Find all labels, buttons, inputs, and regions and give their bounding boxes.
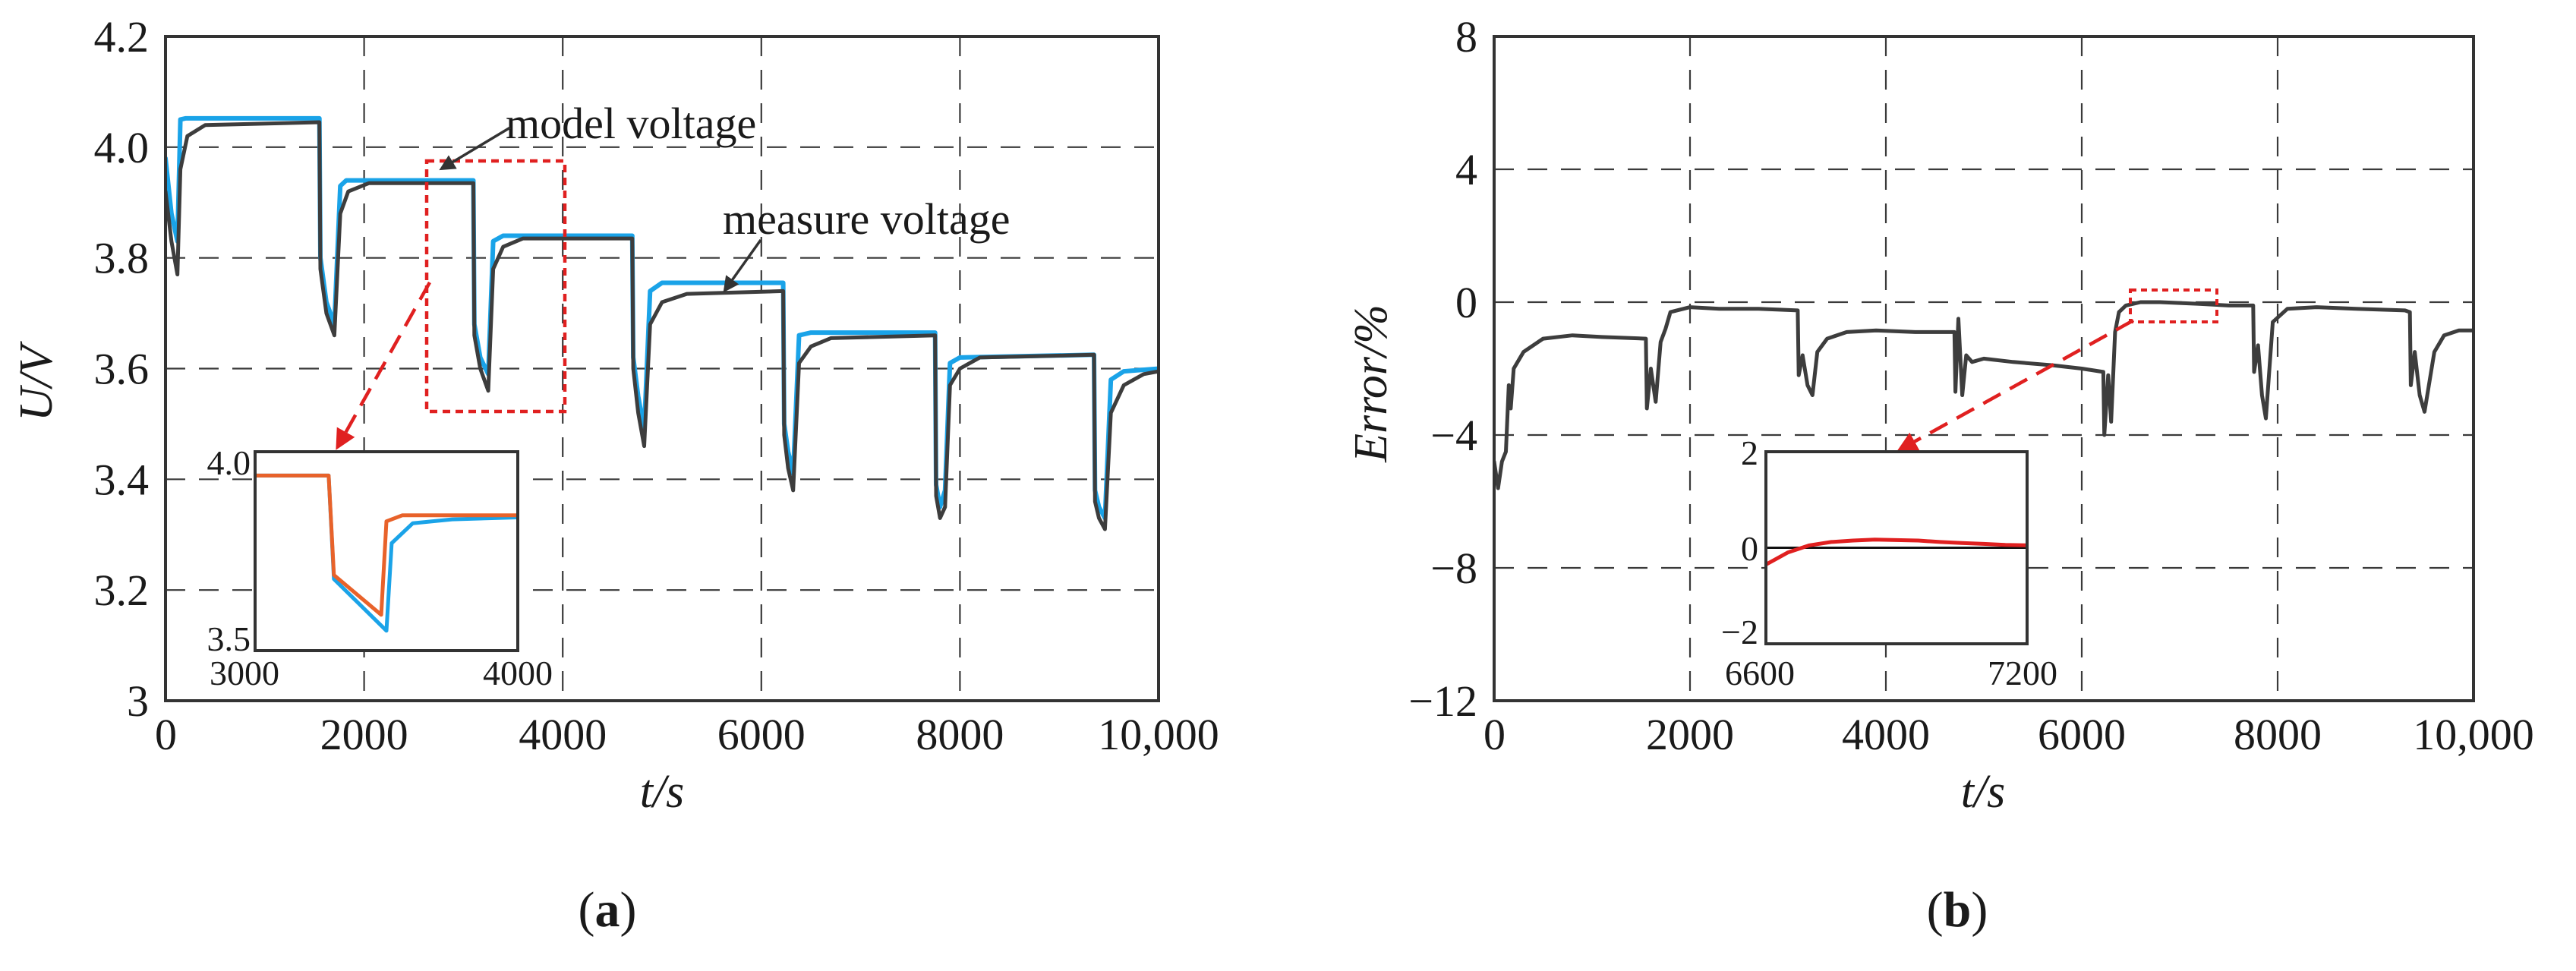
panel-a-label: (a) <box>579 882 637 938</box>
b-x-tick-label: 6000 <box>2038 710 2126 759</box>
panel-b-x-ticks: 0 2000 4000 6000 8000 10,000 <box>1483 710 2534 759</box>
a-inset-series-model-voltage <box>255 473 518 617</box>
a-x-tick-label: 8000 <box>916 710 1004 759</box>
panel-a-x-axis-label: t/s <box>640 766 685 818</box>
a-x-tick-label: 4000 <box>519 710 607 759</box>
panel-a-model-voltage-arrow <box>439 126 511 171</box>
b-x-tick-label: 4000 <box>1842 710 1930 759</box>
panel-a-y-axis-label: U/V <box>11 341 62 421</box>
panel-a: 3 3.2 3.4 3.6 3.8 4.0 4.2 0 2000 4000 6000 8000 10,… <box>11 12 1219 938</box>
panel-a-inset-y-tick-top: 4.0 <box>207 443 251 482</box>
panel-b-zoom-arrow <box>1897 319 2135 452</box>
b-x-tick-label: 0 <box>1483 710 1506 759</box>
a-y-tick-label: 3.8 <box>94 234 150 283</box>
panel-a-series <box>166 115 1159 531</box>
panel-a-inset: 4.0 3.5 3000 4000 <box>207 443 553 692</box>
panel-a-measure-voltage-label: measure voltage <box>723 194 1010 244</box>
a-y-tick-label: 3 <box>127 676 149 726</box>
b-y-tick-label: 4 <box>1455 145 1477 194</box>
b-x-tick-label: 10,000 <box>2413 710 2534 759</box>
panel-b-y-axis-label: Error/% <box>1345 304 1397 463</box>
b-y-tick-label: 0 <box>1455 278 1477 327</box>
panel-b-inset-frame <box>1764 450 2029 645</box>
panel-b-series <box>1494 300 2474 490</box>
panel-b-label: (b) <box>1927 882 1988 938</box>
panel-a-x-ticks: 0 2000 4000 6000 8000 10,000 <box>155 710 1219 759</box>
a-x-tick-label: 0 <box>155 710 177 759</box>
panel-a-inset-x-tick-left: 3000 <box>210 654 279 692</box>
a-y-tick-label: 3.4 <box>94 455 150 504</box>
panel-a-zoom-arrow <box>336 281 431 450</box>
panel-a-zoom-box <box>424 159 567 414</box>
panel-a-y-ticks: 3 3.2 3.4 3.6 3.8 4.0 4.2 <box>94 12 150 726</box>
panel-b-inset-series <box>1766 538 2027 566</box>
panel-a-inset-frame <box>254 450 519 652</box>
panel-a-inset-x-tick-right: 4000 <box>483 654 553 692</box>
panel-a-plot-frame <box>164 35 1160 702</box>
panel-a-letter: a <box>595 882 620 938</box>
panel-b-inset-x-tick-left: 6600 <box>1725 654 1795 692</box>
panel-b-inset-y-tick-top: 2 <box>1741 433 1758 472</box>
panel-a-inset-series <box>255 473 518 633</box>
panel-b-y-ticks: −12 −8 −4 0 4 8 <box>1408 12 1477 726</box>
b-x-tick-label: 8000 <box>2234 710 2322 759</box>
panel-b-x-axis-label: t/s <box>1961 766 2006 818</box>
a-y-tick-label: 3.6 <box>94 345 150 394</box>
b-inset-series-error <box>1766 538 2027 566</box>
panel-b-plot-frame <box>1493 35 2475 702</box>
a-x-tick-label: 2000 <box>320 710 408 759</box>
b-x-tick-label: 2000 <box>1646 710 1734 759</box>
b-series-error <box>1494 300 2474 490</box>
panel-a-model-voltage-label: model voltage <box>506 99 756 148</box>
panel-b-letter: b <box>1944 882 1972 938</box>
panel-b-inset-y-tick-mid: 0 <box>1741 529 1758 568</box>
panel-b-zoom-box <box>2129 288 2218 323</box>
panel-b-inset-y-tick-bottom: −2 <box>1721 613 1758 651</box>
panel-b: −12 −8 −4 0 4 8 0 2000 4000 6000 8000 10,000 Error… <box>1345 12 2534 938</box>
b-y-tick-label: −8 <box>1430 544 1477 593</box>
a-y-tick-label: 4.0 <box>94 123 150 172</box>
a-series-measure-voltage <box>166 120 1159 531</box>
panel-a-measure-voltage-arrow <box>723 238 762 293</box>
b-y-tick-label: −4 <box>1430 411 1477 460</box>
b-y-tick-label: 8 <box>1455 12 1477 61</box>
a-x-tick-label: 6000 <box>717 710 806 759</box>
panel-a-inset-y-tick-bottom: 3.5 <box>207 619 251 658</box>
a-x-tick-label: 10,000 <box>1098 710 1219 759</box>
panel-b-inset: 2 0 −2 6600 7200 <box>1721 433 2057 692</box>
a-y-tick-label: 4.2 <box>94 12 150 61</box>
a-y-tick-label: 3.2 <box>94 566 150 615</box>
b-y-tick-label: −12 <box>1408 676 1477 726</box>
panel-b-inset-x-tick-right: 7200 <box>1988 654 2057 692</box>
